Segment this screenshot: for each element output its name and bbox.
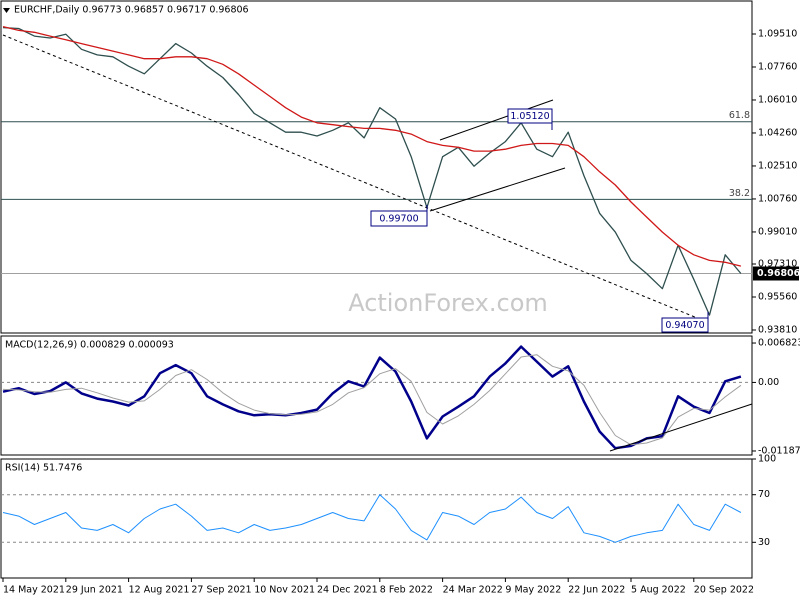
- last-price-label: 0.96806: [757, 268, 800, 279]
- series-line: [2, 494, 742, 543]
- y-tick-label: 0.006823: [758, 338, 800, 349]
- macd-trendline: [609, 403, 753, 452]
- annotation: 1.05120: [510, 111, 549, 122]
- fib-label: 38.2: [729, 188, 750, 199]
- last-price-box: [753, 266, 799, 281]
- y-tick-label: 1.06010: [758, 94, 797, 105]
- x-tick-label: 8 Feb 2022: [380, 585, 433, 596]
- x-tick-label: 5 Aug 2022: [631, 585, 686, 596]
- fib-label: 61.8: [729, 110, 750, 121]
- y-tick-label: 1.02510: [758, 160, 797, 171]
- y-tick-label: 1.07760: [758, 61, 797, 72]
- x-tick-label: 9 May 2022: [505, 585, 561, 596]
- y-tick-label: 0.95560: [758, 291, 797, 302]
- indicator-title: MACD(12,26,9) 0.000829 0.000093: [5, 340, 174, 351]
- x-tick-label: 24 Dec 2021: [317, 585, 378, 596]
- y-tick-label: 0.93810: [758, 324, 797, 335]
- series-line: [2, 26, 742, 316]
- y-tick-label: 30: [758, 537, 770, 548]
- panel-frame: [0, 458, 753, 579]
- y-tick-label: 0.00: [758, 377, 779, 388]
- series-line: [2, 345, 742, 450]
- menu-triangle[interactable]: [3, 8, 10, 13]
- channel-line: [429, 167, 566, 212]
- panel-frame: [0, 335, 753, 456]
- x-tick-label: 20 Sep 2022: [694, 585, 754, 596]
- y-tick-label: 0.97310: [758, 258, 797, 269]
- trendline: [2, 34, 708, 323]
- channel-line: [439, 99, 554, 141]
- x-tick-label: 22 Jun 2022: [568, 585, 625, 596]
- annotation: 0.99700: [379, 214, 418, 225]
- y-tick-label: 100: [758, 454, 776, 465]
- x-tick-label: 27 Sep 2021: [191, 585, 251, 596]
- y-tick-label: 1.00760: [758, 193, 797, 204]
- annotation: 0.94070: [665, 320, 704, 331]
- watermark: ActionForex.com: [348, 289, 548, 317]
- panel-frame: [0, 0, 753, 334]
- series-line: [2, 354, 742, 446]
- series-line: [2, 25, 742, 267]
- chart-title: EURCHF,Daily 0.96773 0.96857 0.96717 0.9…: [14, 5, 249, 16]
- y-tick-label: -0.011874: [758, 445, 800, 456]
- y-tick-label: 0.99010: [758, 226, 797, 237]
- x-tick-label: 29 Jun 2021: [66, 585, 123, 596]
- x-tick-label: 10 Nov 2021: [254, 585, 315, 596]
- annotation-box: [370, 210, 428, 227]
- annotation-box: [661, 317, 709, 333]
- y-tick-label: 1.04260: [758, 127, 797, 138]
- indicator-title: RSI(14) 51.7476: [5, 463, 82, 474]
- y-tick-label: 1.09510: [758, 28, 797, 39]
- x-tick-label: 14 May 2021: [3, 585, 65, 596]
- y-tick-label: 70: [758, 489, 770, 500]
- x-tick-label: 12 Aug 2021: [129, 585, 190, 596]
- annotation-box: [507, 108, 553, 124]
- x-tick-label: 24 Mar 2022: [443, 585, 503, 596]
